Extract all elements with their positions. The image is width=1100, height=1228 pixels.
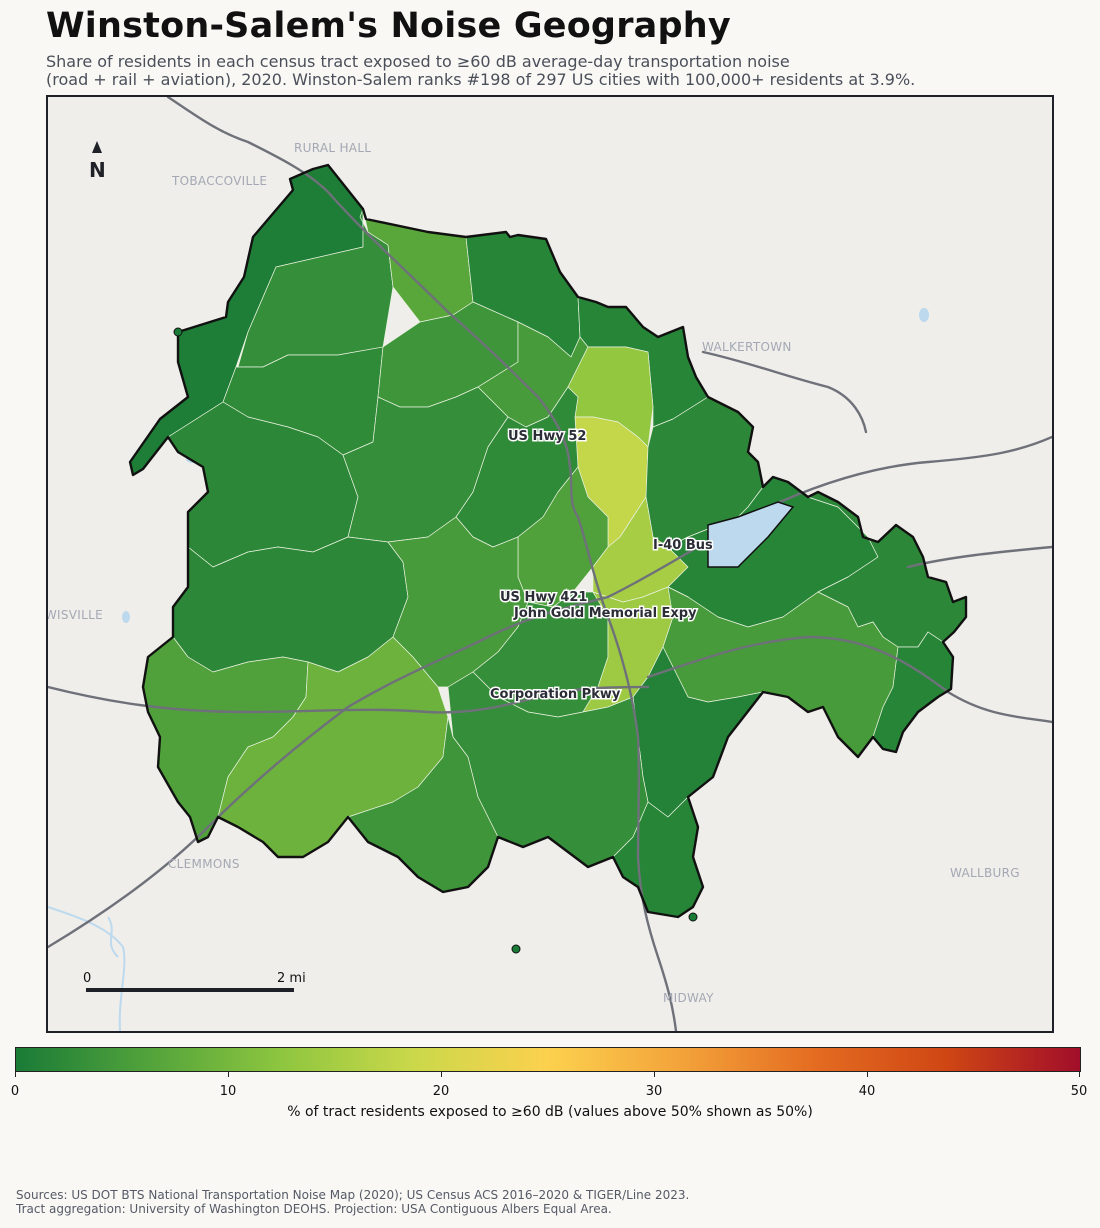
map-subtitle: Share of residents in each census tract …: [46, 53, 1086, 89]
road-label-us-hwy-421: US Hwy 421: [500, 590, 587, 605]
north-arrow: N: [89, 141, 106, 182]
road-west: [48, 685, 650, 714]
road-label-corporation-pkwy: Corporation Pkwy: [490, 687, 621, 702]
boundary-point-west: [173, 327, 183, 337]
scale-bar: 0 2 mi: [83, 971, 306, 992]
place-midway: MIDWAY: [663, 991, 714, 1005]
legend-tick-mark: [654, 1071, 655, 1077]
sources-line-2: Tract aggregation: University of Washing…: [16, 1202, 612, 1216]
boundary-point-southeast: [688, 912, 698, 922]
census-tracts[interactable]: [129, 164, 967, 918]
north-arrow-icon: [92, 141, 102, 153]
road-label-us-hwy-52: US Hwy 52: [508, 429, 586, 444]
legend-tick-label: 50: [1070, 1084, 1088, 1099]
sources-line-1: Sources: US DOT BTS National Transportat…: [16, 1188, 690, 1202]
city-boundary: [128, 163, 968, 919]
pond-lewisville: [122, 611, 130, 623]
road-labels: US Hwy 52 I-40 Bus US Hwy 421 John Gold …: [489, 428, 715, 704]
legend-tick-label: 30: [645, 1084, 663, 1099]
legend-tick-label: 20: [432, 1084, 450, 1099]
road-walkertown: [701, 350, 868, 434]
place-walkertown: WALKERTOWN: [702, 340, 792, 354]
place-lewisville: LEWISVILLE: [48, 608, 103, 622]
legend-tick-label: 10: [219, 1084, 237, 1099]
subtitle-line-1: Share of residents in each census tract …: [46, 52, 790, 71]
road-south: [576, 515, 678, 1031]
road-label-john-gold: John Gold Memorial Expy: [513, 606, 697, 621]
place-clemmons: CLEMMONS: [168, 857, 240, 871]
legend-tick-mark: [441, 1071, 442, 1077]
road-label-i-40-bus: I-40 Bus: [653, 538, 713, 553]
legend-tick-label: 0: [10, 1084, 20, 1099]
pond-northeast: [919, 308, 929, 322]
place-labels: RURAL HALL TOBACCOVILLE WALKERTOWN LEWIS…: [48, 141, 1020, 1005]
road-east-south: [646, 635, 1052, 724]
legend-tick-mark: [1079, 1071, 1080, 1077]
place-rural-hall: RURAL HALL: [294, 141, 371, 155]
boundary-point-south: [511, 944, 521, 954]
road-north: [166, 97, 580, 519]
scale-end-label: 2 mi: [277, 971, 306, 986]
roads: [48, 97, 1052, 1031]
map-title: Winston-Salem's Noise Geography: [46, 6, 731, 46]
legend-tick-label: 40: [858, 1084, 876, 1099]
legend-tick-mark: [15, 1071, 16, 1077]
creek-branch: [107, 916, 119, 958]
place-wallburg: WALLBURG: [950, 866, 1020, 880]
sources-note: Sources: US DOT BTS National Transportat…: [16, 1188, 689, 1216]
reservoir: [707, 501, 795, 568]
road-east-far: [906, 545, 1052, 569]
map-panel[interactable]: RURAL HALL TOBACCOVILLE WALKERTOWN LEWIS…: [46, 95, 1054, 1033]
scale-start-label: 0: [83, 971, 91, 986]
creek-southwest: [48, 906, 126, 1031]
road-east-i40bus: [606, 435, 1052, 599]
legend-tick-mark: [228, 1071, 229, 1077]
legend-colorbar: [15, 1047, 1081, 1072]
legend-tick-mark: [867, 1071, 868, 1077]
place-tobaccoville: TOBACCOVILLE: [171, 174, 267, 188]
subtitle-line-2: (road + rail + aviation), 2020. Winston-…: [46, 70, 916, 89]
map-canvas[interactable]: RURAL HALL TOBACCOVILLE WALKERTOWN LEWIS…: [48, 97, 1052, 1031]
legend-title: % of tract residents exposed to ≥60 dB (…: [287, 1104, 813, 1120]
north-label: N: [89, 158, 106, 182]
road-southwest: [48, 595, 610, 949]
